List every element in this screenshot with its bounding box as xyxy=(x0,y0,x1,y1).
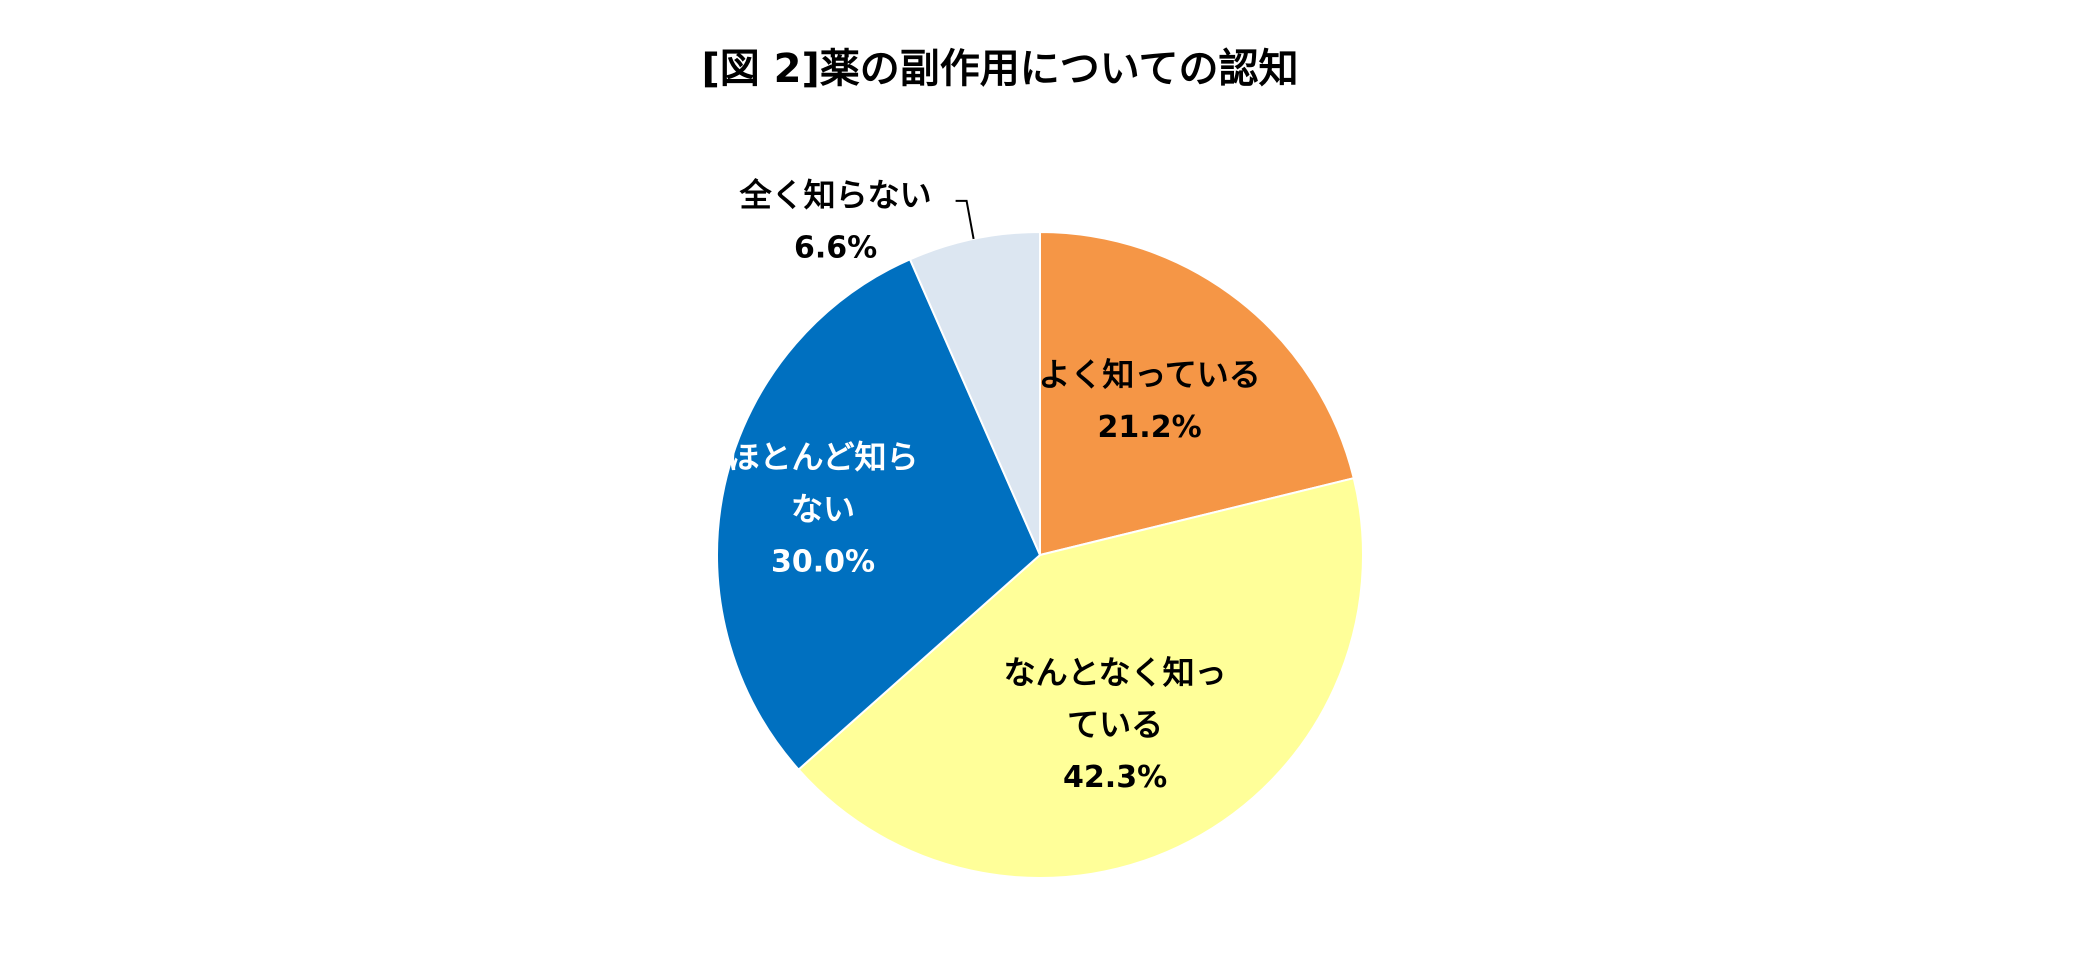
slice-2-label-line-2: ている xyxy=(1067,706,1163,744)
pie-slice-2 xyxy=(797,476,1364,879)
pie-slice-1 xyxy=(1039,230,1355,557)
leader-line-4 xyxy=(955,199,975,240)
slice-2-value-label: 42.3% xyxy=(1063,760,1167,795)
slice-1-value-label: 21.2% xyxy=(1098,410,1202,445)
pie-slice-3 xyxy=(716,258,1042,771)
slice-2-label-line-1: なんとなく知っ xyxy=(1004,654,1227,692)
slice-4-label-line-1: 全く知らない xyxy=(739,176,932,214)
pie-slice-4 xyxy=(908,230,1041,556)
slice-3-value-label: 30.0% xyxy=(771,544,875,579)
slice-3-label-line-1: ほとんど知ら xyxy=(727,438,918,476)
slices-layer xyxy=(716,230,1364,879)
slice-4-value-label: 6.6% xyxy=(794,230,877,265)
slice-1-label-line-1: よく知っている xyxy=(1038,356,1260,394)
chart-title: [図 2]薬の副作用についての認知 xyxy=(701,46,1298,92)
slice-3-label-line-2: ない xyxy=(791,490,855,528)
